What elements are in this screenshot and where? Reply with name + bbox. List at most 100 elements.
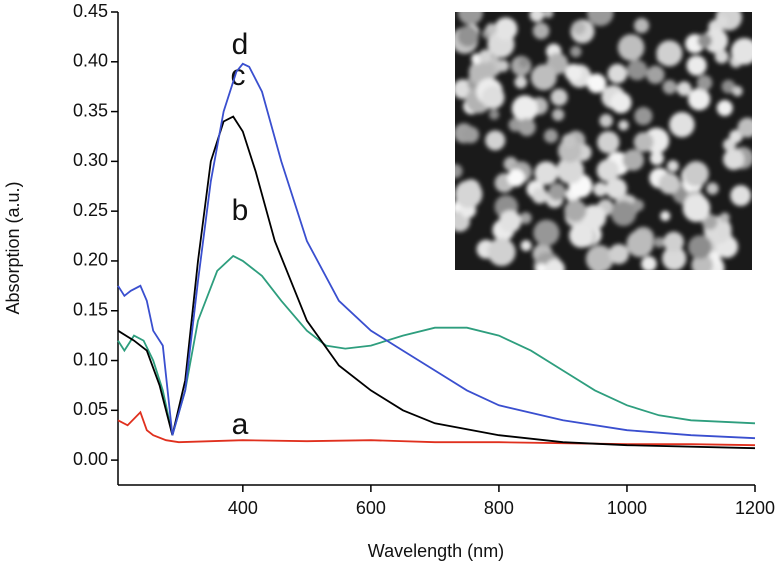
x-tick-label: 400 [228,498,258,518]
particle [632,199,644,212]
particle [457,12,484,25]
particle [634,107,653,126]
particle [662,246,687,270]
particle [658,172,681,195]
x-tick-label: 600 [356,498,386,518]
y-tick-label: 0.45 [73,1,108,21]
particle [646,65,665,84]
particle [487,238,516,267]
particle [633,132,654,152]
curve-label: b [232,194,249,227]
particle [683,161,709,187]
particle [587,12,614,26]
particle [719,212,730,223]
particle [561,133,577,149]
y-tick-label: 0.05 [73,399,108,419]
particle [581,204,607,230]
particle [462,126,480,144]
particle [732,85,743,97]
particle [617,34,645,61]
particle [610,92,632,114]
y-tick-label: 0.30 [73,150,108,170]
y-tick-label: 0.35 [73,100,108,120]
particle [520,240,532,252]
particle [666,160,679,173]
particle [696,75,713,91]
particle [737,117,752,138]
particle [478,49,492,63]
particle [662,79,677,95]
particle [605,177,627,200]
particle [531,187,548,204]
particle [488,109,500,120]
y-tick-label: 0.20 [73,250,108,270]
particle [455,180,483,209]
particle [706,182,719,195]
x-tick-label: 1200 [735,498,775,518]
particle [597,131,620,154]
y-tick-label: 0.15 [73,299,108,319]
particle [703,28,729,54]
y-tick-label: 0.25 [73,200,108,220]
particle [653,237,665,248]
particle [593,182,608,197]
particle [676,81,692,97]
particle [556,156,584,184]
particle [618,120,629,131]
particle [730,185,752,207]
particle [517,118,536,137]
particle [543,12,554,19]
particle [723,148,745,170]
particle [533,219,560,246]
y-tick-label: 0.10 [73,349,108,369]
spectrum-line [117,254,756,436]
y-tick-label: 0.40 [73,51,108,71]
particle [569,223,594,248]
spectrum-line [117,62,756,440]
particle [530,64,557,91]
particle [485,130,506,151]
inset-particles [455,12,752,270]
particle [564,63,582,82]
spectrum-line [117,410,756,447]
particle [716,100,733,117]
curve-label: a [232,408,249,441]
particle [660,210,671,222]
particle [518,57,530,68]
particle [669,112,695,138]
particle [649,151,664,166]
particle [599,113,613,128]
curve-label: c [231,59,246,92]
particle [586,73,607,94]
particle [532,22,550,40]
particle [634,18,650,34]
particle [457,25,479,47]
particle [548,183,566,201]
particle [571,20,586,35]
particle [688,235,712,260]
particle [717,226,732,241]
particle [715,15,728,28]
x-tick-label: 800 [484,498,514,518]
particle [688,88,711,111]
particle [686,55,707,76]
y-axis-title: Absorption (a.u.) [3,181,23,314]
particle [731,38,752,65]
particle [494,17,518,41]
inset-sem-image [455,12,752,270]
particle [545,259,565,270]
particle [721,79,736,94]
particle [514,75,528,89]
particle [585,245,614,270]
particle [626,59,648,81]
particle [529,12,545,22]
particle [455,164,463,179]
particle [552,108,565,121]
particle [570,45,582,58]
particle [519,212,532,224]
curve-label: d [232,28,249,61]
particle [656,40,683,67]
particle [543,129,559,144]
particle [550,88,568,106]
